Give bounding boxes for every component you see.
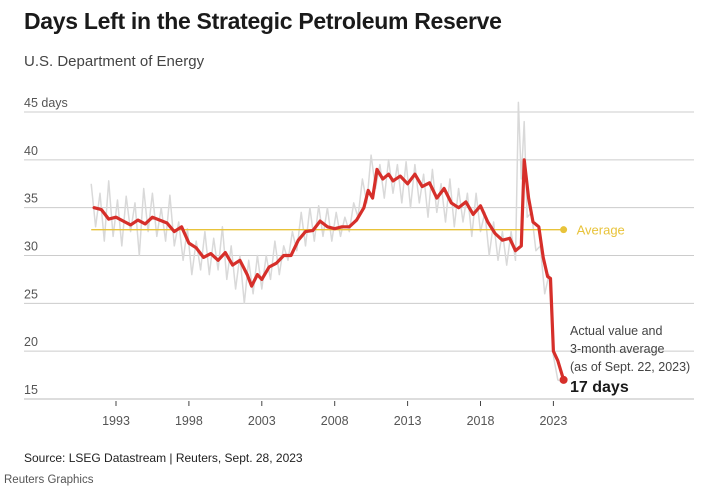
x-tick-label: 2003 — [248, 414, 276, 428]
y-tick-label: 25 — [24, 287, 38, 301]
average-marker — [560, 226, 568, 234]
series-layer: Average — [90, 101, 625, 384]
latest-value-label: 17 days — [570, 379, 629, 396]
x-tick-label: 2018 — [467, 414, 495, 428]
y-tick-label: 45 days — [24, 96, 68, 110]
actual-value-line — [90, 101, 563, 383]
source-note: Source: LSEG Datastream | Reuters, Sept.… — [24, 451, 303, 465]
y-tick-label: 20 — [24, 335, 38, 349]
y-tick-label: 40 — [24, 144, 38, 158]
annotation-text: (as of Sept. 22, 2023) — [570, 360, 690, 374]
x-tick-label: 1998 — [175, 414, 203, 428]
3-month-average-line — [92, 158, 566, 382]
chart-title: Days Left in the Strategic Petroleum Res… — [24, 8, 502, 34]
annotation-text: Actual value and — [570, 324, 662, 338]
y-tick-label: 35 — [24, 192, 38, 206]
chart-subtitle: U.S. Department of Energy — [24, 53, 205, 70]
latest-value-marker — [559, 375, 568, 384]
y-axis-ticks: 15 20 25 30 35 40 45 days — [24, 96, 68, 397]
y-tick-label: 30 — [24, 240, 38, 254]
average-label: Average — [577, 223, 625, 238]
y-tick-label: 15 — [24, 383, 38, 397]
x-tick-label: 2013 — [394, 414, 422, 428]
x-tick-label: 2023 — [539, 414, 567, 428]
annotation: Actual value and 3-month average (as of Se… — [570, 324, 690, 396]
x-axis-ticks: 1993 1998 2003 2008 2013 2018 2023 — [102, 401, 567, 428]
x-tick-label: 2008 — [321, 414, 349, 428]
credit-note: Reuters Graphics — [4, 474, 94, 486]
x-tick-label: 1993 — [102, 414, 130, 428]
annotation-text: 3-month average — [570, 342, 665, 356]
